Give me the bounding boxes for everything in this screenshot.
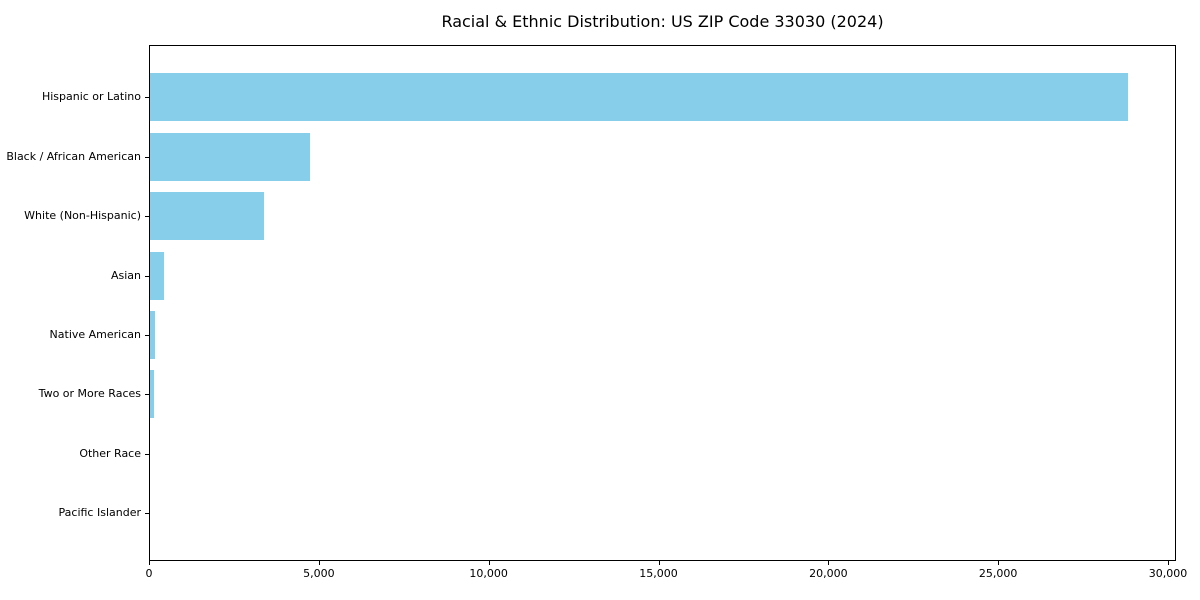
y-tick-label: Pacific Islander bbox=[58, 506, 141, 520]
y-tick-mark bbox=[145, 453, 149, 455]
y-tick-label: White (Non-Hispanic) bbox=[24, 209, 141, 223]
y-tick-mark bbox=[145, 275, 149, 277]
bar bbox=[150, 251, 164, 300]
x-tick-label: 10,000 bbox=[469, 567, 508, 580]
x-tick-mark bbox=[828, 561, 830, 565]
x-tick-mark bbox=[488, 561, 490, 565]
bar bbox=[150, 132, 310, 181]
plot-area bbox=[149, 45, 1176, 561]
y-tick-mark bbox=[145, 216, 149, 218]
x-tick-mark bbox=[998, 561, 1000, 565]
x-tick-mark bbox=[149, 561, 150, 565]
x-tick-label: 25,000 bbox=[978, 567, 1018, 580]
y-tick-mark bbox=[145, 97, 149, 99]
bar bbox=[150, 73, 1129, 122]
x-tick-label: 15,000 bbox=[639, 567, 678, 580]
y-tick-mark bbox=[145, 394, 149, 396]
x-tick-mark bbox=[1168, 561, 1169, 565]
y-tick-label: Hispanic or Latino bbox=[41, 90, 141, 104]
chart-title: Racial & Ethnic Distribution: US ZIP Cod… bbox=[441, 12, 884, 31]
y-tick-label: Native American bbox=[49, 328, 141, 342]
x-tick-mark bbox=[658, 561, 660, 565]
bar bbox=[150, 311, 156, 360]
y-tick-label: Other Race bbox=[79, 446, 141, 460]
y-tick-label: Black / African American bbox=[6, 149, 141, 163]
x-tick-mark bbox=[318, 561, 320, 565]
y-tick-label: Asian bbox=[110, 268, 141, 282]
x-tick-label: 20,000 bbox=[809, 567, 848, 580]
y-tick-label: Two or More Races bbox=[38, 387, 141, 401]
bar bbox=[150, 192, 264, 241]
y-tick-mark bbox=[145, 156, 149, 158]
x-tick-label: 30,000 bbox=[1148, 567, 1188, 580]
x-tick-label: 5,000 bbox=[303, 567, 335, 580]
y-tick-mark bbox=[145, 335, 149, 337]
x-tick-label: 0 bbox=[145, 567, 153, 580]
bar bbox=[150, 370, 155, 419]
y-tick-mark bbox=[145, 513, 149, 515]
